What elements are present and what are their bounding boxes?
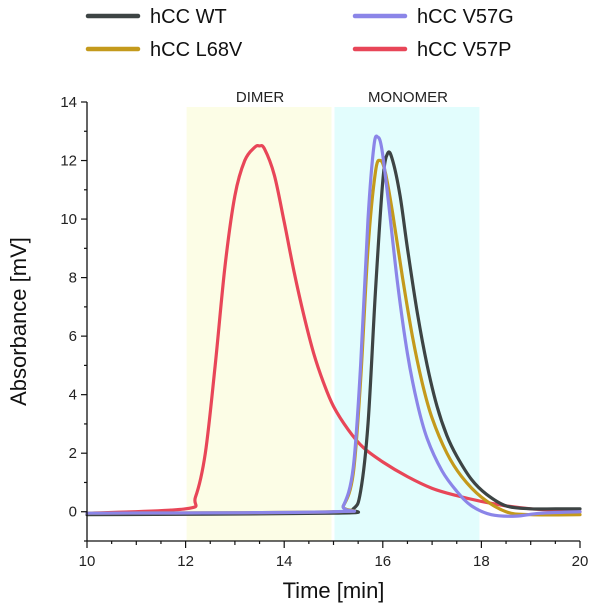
y-tick-label: 2 bbox=[69, 445, 77, 462]
legend-label-hcc-wt: hCC WT bbox=[150, 6, 227, 28]
x-tick-label: 10 bbox=[79, 553, 96, 570]
series-line-hcc-l68v bbox=[85, 158, 582, 517]
y-tick-label: 10 bbox=[60, 211, 77, 228]
series-line-hcc-v57g bbox=[85, 134, 582, 518]
y-tick-label: 12 bbox=[60, 153, 77, 170]
legend-label-hcc-v57p: hCC V57P bbox=[417, 39, 512, 61]
region-labels: DIMER MONOMER bbox=[236, 89, 448, 106]
x-axis-title: Time [min] bbox=[283, 578, 385, 603]
region-label-dimer: DIMER bbox=[236, 89, 285, 106]
shaded-regions bbox=[186, 107, 480, 541]
legend: hCC WT hCC V57G hCC L68V hCC V57P bbox=[85, 6, 514, 61]
x-tick-label: 16 bbox=[374, 553, 391, 570]
legend-label-hcc-l68v: hCC L68V bbox=[150, 39, 243, 61]
y-axis-title: Absorbance [mV] bbox=[6, 237, 31, 406]
y-tick-label: 14 bbox=[60, 94, 77, 111]
axes: 0 2 4 6 8 10 12 14 10 12 14 16 18 20 bbox=[60, 94, 588, 570]
legend-label-hcc-v57g: hCC V57G bbox=[417, 6, 514, 28]
x-tick-label: 14 bbox=[276, 553, 293, 570]
series-line-hcc-wt bbox=[85, 150, 582, 517]
region-dimer bbox=[186, 107, 332, 541]
y-tick-label: 6 bbox=[69, 328, 77, 345]
region-label-monomer: MONOMER bbox=[368, 89, 448, 106]
series-lines bbox=[85, 134, 582, 518]
y-tick-label: 4 bbox=[69, 387, 77, 404]
x-tick-label: 18 bbox=[473, 553, 490, 570]
y-tick-label: 8 bbox=[69, 270, 77, 287]
x-tick-label: 12 bbox=[177, 553, 194, 570]
series-line-hcc-v57p bbox=[85, 144, 582, 515]
x-tick-label: 20 bbox=[572, 553, 589, 570]
y-tick-label: 0 bbox=[69, 504, 77, 521]
